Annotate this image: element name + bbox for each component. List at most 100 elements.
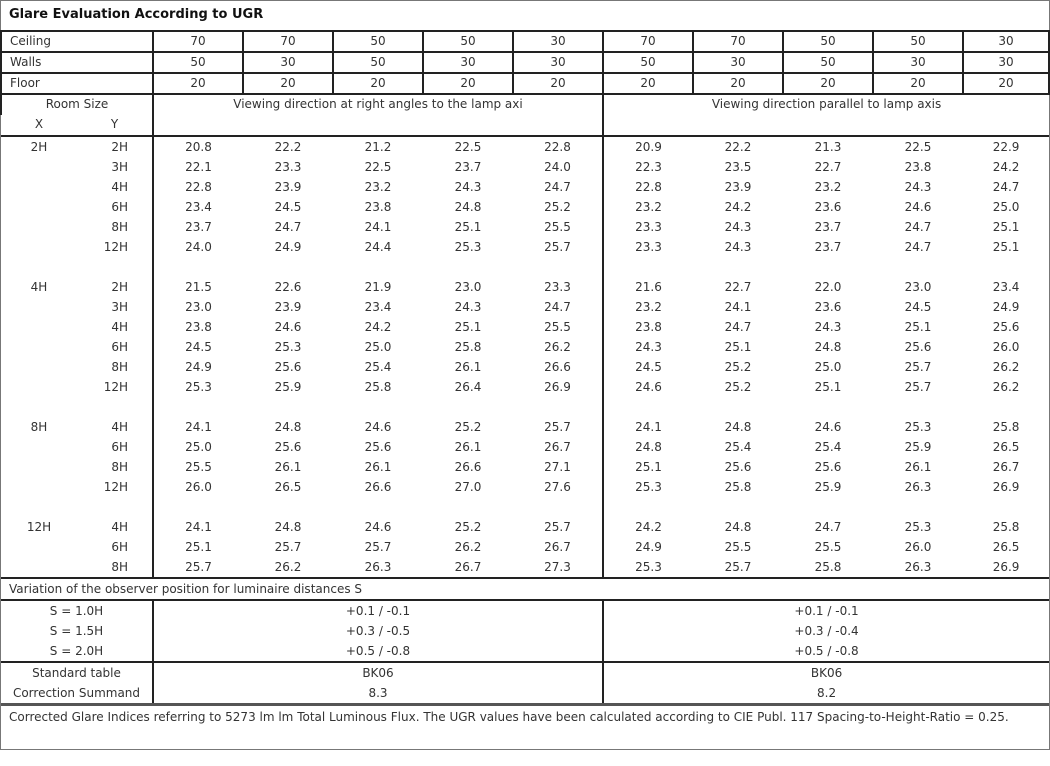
ugr-value: 25.7 (873, 357, 963, 377)
ugr-value: 23.2 (783, 177, 873, 197)
reflectance-value: 70 (693, 31, 783, 52)
ugr-value: 24.7 (873, 217, 963, 237)
ugr-value: 26.9 (513, 377, 603, 397)
ugr-value: 25.7 (153, 557, 243, 578)
reflectance-value: 50 (333, 31, 423, 52)
ugr-value: 25.2 (693, 377, 783, 397)
ugr-value: 24.6 (333, 517, 423, 537)
room-y: 8H (77, 557, 153, 578)
ugr-value: 25.5 (693, 537, 783, 557)
reflectance-value: 50 (873, 31, 963, 52)
ugr-value: 23.6 (783, 197, 873, 217)
room-x (1, 297, 77, 317)
ugr-value: 24.3 (873, 177, 963, 197)
room-y: 8H (77, 217, 153, 237)
ugr-value: 26.0 (873, 537, 963, 557)
ugr-value: 23.2 (603, 297, 693, 317)
ugr-value: 26.2 (963, 357, 1049, 377)
ugr-value: 25.1 (423, 317, 513, 337)
ugr-value: 25.4 (333, 357, 423, 377)
ugr-value: 25.9 (783, 477, 873, 497)
ugr-value: 24.8 (423, 197, 513, 217)
spacer (153, 257, 603, 277)
ugr-value: 25.2 (423, 417, 513, 437)
ugr-value: 24.8 (693, 517, 783, 537)
ugr-value: 25.0 (783, 357, 873, 377)
ugr-value: 21.2 (333, 136, 423, 157)
ugr-value: 25.6 (243, 357, 333, 377)
ugr-value: 23.8 (153, 317, 243, 337)
room-y: 8H (77, 357, 153, 377)
ugr-value: 20.8 (153, 136, 243, 157)
ugr-value: 25.5 (513, 217, 603, 237)
room-x: 4H (1, 277, 77, 297)
ugr-value: 24.4 (333, 237, 423, 257)
room-x: 8H (1, 417, 77, 437)
room-x (1, 357, 77, 377)
ugr-value: 24.8 (693, 417, 783, 437)
variation-right: +0.3 / -0.5 (153, 621, 603, 641)
ugr-value: 25.6 (783, 457, 873, 477)
ugr-value: 25.1 (783, 377, 873, 397)
room-y: 12H (77, 377, 153, 397)
ugr-value: 25.8 (423, 337, 513, 357)
y-header: Y (77, 115, 153, 136)
room-x (1, 437, 77, 457)
ugr-value: 24.9 (963, 297, 1049, 317)
reflectance-label: Walls (1, 52, 153, 73)
ugr-value: 26.7 (513, 537, 603, 557)
ugr-value: 23.3 (243, 157, 333, 177)
ugr-value: 25.9 (243, 377, 333, 397)
ugr-value: 24.8 (603, 437, 693, 457)
ugr-value: 24.1 (153, 417, 243, 437)
ugr-value: 25.7 (693, 557, 783, 578)
ugr-value: 26.7 (423, 557, 513, 578)
ugr-value: 23.7 (783, 237, 873, 257)
variation-label: S = 2.0H (1, 641, 153, 662)
ugr-value: 24.6 (603, 377, 693, 397)
room-x: 12H (1, 517, 77, 537)
ugr-value: 21.6 (603, 277, 693, 297)
ugr-value: 27.1 (513, 457, 603, 477)
reflectance-value: 20 (783, 73, 873, 94)
ugr-value: 23.7 (783, 217, 873, 237)
ugr-value: 22.5 (423, 136, 513, 157)
spacer-row (1, 397, 1049, 417)
variation-row: S = 1.0H+0.1 / -0.1+0.1 / -0.1 (1, 600, 1049, 621)
ugr-value: 25.4 (693, 437, 783, 457)
ugr-value: 26.0 (963, 337, 1049, 357)
room-x (1, 337, 77, 357)
ugr-value: 24.8 (243, 417, 333, 437)
ugr-value: 24.7 (693, 317, 783, 337)
room-y: 6H (77, 337, 153, 357)
ugr-value: 24.1 (333, 217, 423, 237)
ugr-value: 24.3 (423, 177, 513, 197)
ugr-value: 24.1 (603, 417, 693, 437)
ugr-value: 22.8 (153, 177, 243, 197)
ugr-value: 25.1 (603, 457, 693, 477)
ugr-value: 24.3 (783, 317, 873, 337)
room-x (1, 237, 77, 257)
spacer (1, 497, 153, 517)
spacer (603, 497, 1049, 517)
room-y: 12H (77, 237, 153, 257)
reflectance-value: 30 (963, 52, 1049, 73)
ugr-value: 22.5 (333, 157, 423, 177)
ugr-value: 26.3 (873, 477, 963, 497)
ugr-value: 23.4 (153, 197, 243, 217)
ugr-value: 24.3 (693, 217, 783, 237)
ugr-value: 24.1 (153, 517, 243, 537)
reflectance-value: 50 (333, 52, 423, 73)
ugr-value: 25.7 (333, 537, 423, 557)
ugr-value: 21.3 (783, 136, 873, 157)
ugr-value: 26.0 (153, 477, 243, 497)
